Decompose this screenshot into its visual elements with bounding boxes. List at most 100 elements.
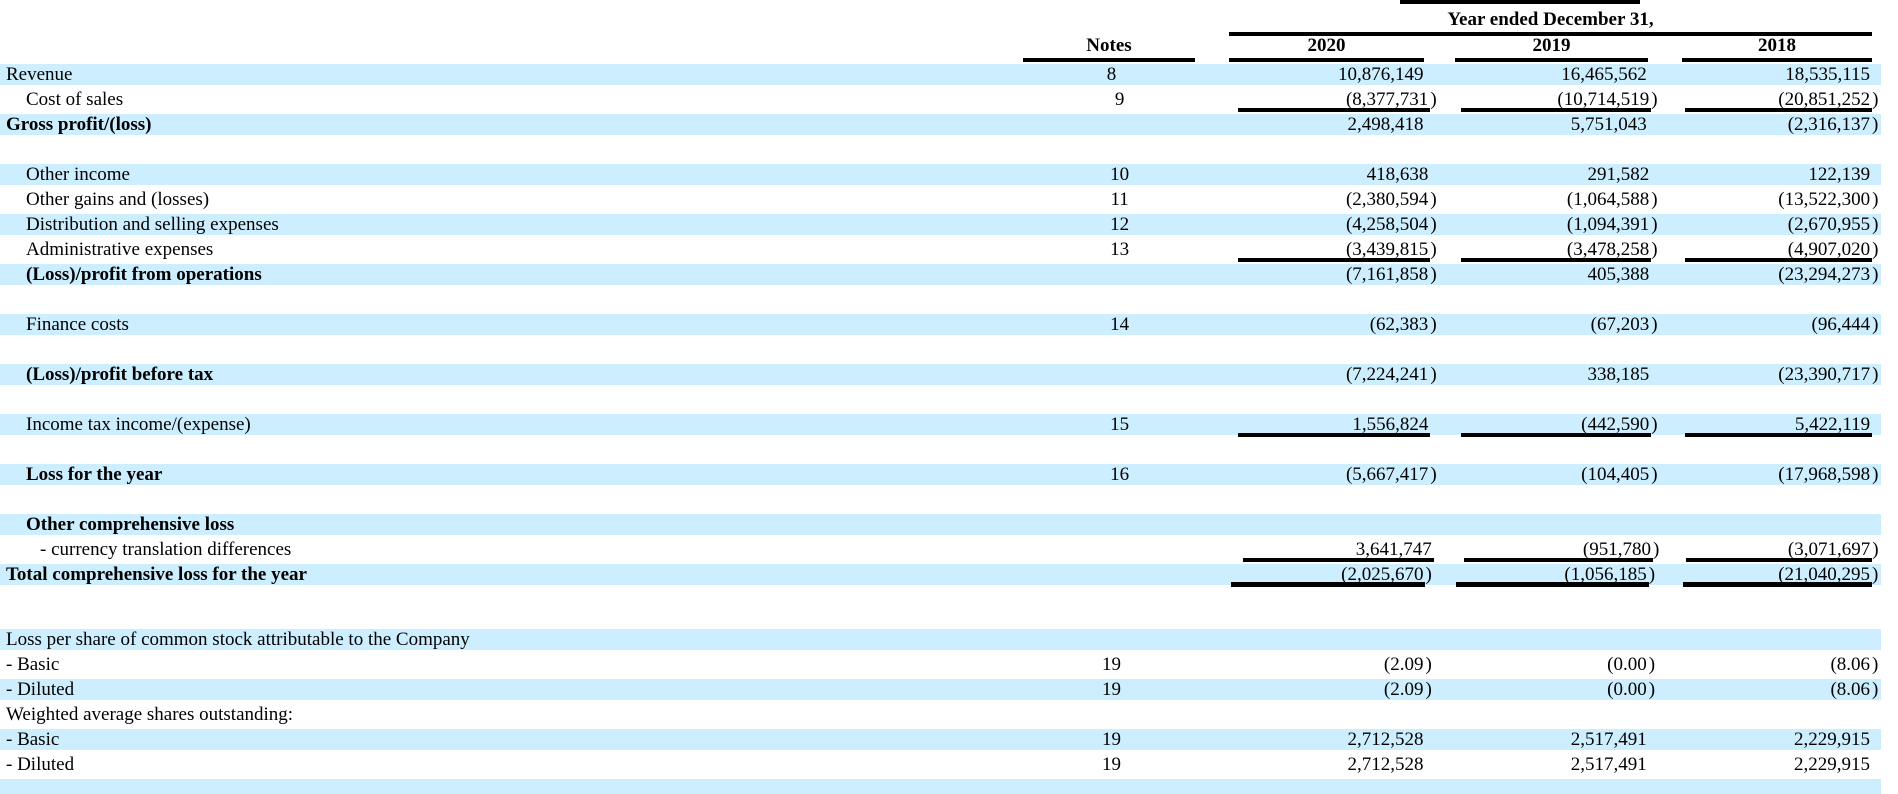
spacer-row: [0, 337, 1881, 362]
value-text: 2,517,491: [1570, 754, 1647, 775]
value-text: (8.06: [1830, 654, 1871, 675]
value-text: (8.06: [1830, 679, 1871, 700]
value-2020: [1231, 437, 1425, 462]
value-2019: 5,751,043: [1456, 112, 1648, 137]
year-column-header-2020: 2020: [1229, 35, 1424, 62]
value-2020: [1231, 387, 1425, 412]
value-text: 2,229,915: [1794, 729, 1871, 750]
sum-line: [1238, 433, 1431, 437]
sum-line: [1460, 258, 1652, 262]
table-row: Other comprehensive loss: [0, 512, 1881, 537]
value-2019: 16,465,562: [1456, 62, 1648, 87]
value-2018: (8.06): [1683, 652, 1878, 677]
value-2019: [1456, 777, 1648, 794]
table-row: Other income 10 418,638 291,582 122,139: [0, 162, 1881, 187]
closing-paren: ): [1648, 564, 1656, 585]
note-number: 19: [1101, 754, 1121, 775]
value-2018: 2,229,915: [1683, 752, 1872, 777]
sum-line: [1684, 258, 1873, 262]
row-label: Weighted average shares outstanding:: [6, 704, 294, 725]
sum-line: [1231, 582, 1426, 587]
table-row: Loss for the year 16 (5,667,417) (104,405)(…: [0, 462, 1881, 487]
value-text: (2,316,137: [1787, 114, 1871, 135]
value-2019: (10,714,519): [1460, 87, 1658, 112]
table-row: Finance costs 14 (62,383) (67,203) (96,444): [0, 312, 1881, 337]
table-row: Gross profit/(loss) 2,498,418 5,751,043 (2,…: [0, 112, 1881, 137]
sum-line: [1682, 582, 1873, 587]
closing-paren: ): [1872, 539, 1879, 560]
value-text: (4,907,020: [1787, 239, 1871, 260]
value-text: 2,517,491: [1570, 729, 1647, 750]
year-column-header-2019: 2019: [1455, 35, 1648, 62]
value-text: 16,465,562: [1561, 64, 1647, 85]
value-2018: (8.06): [1683, 677, 1878, 702]
closing-paren: ): [1651, 414, 1658, 435]
value-2018: (2,670,955): [1685, 212, 1879, 237]
value-2018: [1683, 587, 1872, 627]
row-label: Loss for the year: [26, 464, 163, 485]
value-2018: (21,040,295): [1682, 562, 1878, 587]
value-2018: [1683, 387, 1872, 412]
spacer-row: [0, 137, 1881, 162]
value-2019: (104,405): [1461, 462, 1657, 487]
value-text: 5,751,043: [1570, 114, 1647, 135]
note-number: 13: [1110, 239, 1130, 260]
value-2018: [1683, 777, 1872, 794]
row-label: Total comprehensive loss for the year: [6, 564, 307, 585]
value-2019: (67,203): [1461, 312, 1658, 337]
value-text: (96,444: [1811, 314, 1871, 335]
closing-paren: ): [1430, 89, 1437, 110]
sum-line: [1242, 558, 1434, 562]
spacer-row: [0, 587, 1881, 627]
value-2020: 2,498,418: [1231, 112, 1425, 137]
note-number: 14: [1110, 314, 1130, 335]
value-2019: [1456, 337, 1648, 362]
value-text: (3,478,258: [1566, 239, 1650, 260]
spacer-row: [0, 777, 1881, 794]
year-column-header-2018: 2018: [1682, 35, 1872, 62]
value-2019: (951,780): [1464, 537, 1659, 562]
sum-line: [1686, 558, 1873, 562]
value-2018: [1683, 627, 1872, 652]
table-row: Distribution and selling expenses 12 (4,25…: [0, 212, 1881, 237]
period-header-row: Year ended December 31,: [0, 0, 1881, 36]
table-row: - Diluted 19 (2.09) (0.00) (8.06): [0, 677, 1881, 702]
value-text: 3,641,747: [1355, 539, 1432, 560]
value-2020: (2.09): [1231, 652, 1432, 677]
value-2018: [1683, 337, 1872, 362]
value-2020: (3,439,815): [1238, 237, 1437, 262]
table-row: - Diluted 19 2,712,528 2,517,491 2,229,915: [0, 752, 1881, 777]
closing-paren: ): [1651, 464, 1658, 485]
value-2018: [1683, 702, 1872, 727]
value-2018: (23,294,273): [1685, 262, 1878, 287]
value-2019: [1456, 287, 1648, 312]
value-text: (3,439,815: [1345, 239, 1429, 260]
table-row: Other gains and (losses) 11 (2,380,594) (1,…: [0, 187, 1881, 212]
row-label: - Basic: [6, 729, 60, 750]
value-2019: (442,590): [1460, 412, 1658, 437]
table-row: (Loss)/profit from operations (7,161,858)…: [0, 262, 1881, 287]
value-text: (23,294,273: [1778, 264, 1871, 285]
value-2018: [1683, 487, 1872, 512]
note-number: 12: [1110, 214, 1130, 235]
row-label: Distribution and selling expenses: [26, 214, 279, 235]
closing-paren: ): [1872, 239, 1879, 260]
sum-line: [1456, 582, 1649, 587]
note-number: 15: [1110, 414, 1130, 435]
closing-paren: ): [1872, 314, 1879, 335]
notes-column-header: Notes: [1023, 35, 1195, 62]
value-2019: [1456, 702, 1648, 727]
closing-paren: ): [1648, 679, 1656, 700]
value-2020: 3,641,747: [1242, 537, 1434, 562]
closing-paren: ): [1872, 214, 1879, 235]
value-2019: [1456, 587, 1648, 627]
table-row: Cost of sales 9 (8,377,731) (10,714,519) (20…: [0, 87, 1881, 112]
value-2020: (7,161,858): [1238, 262, 1437, 287]
value-text: 10,876,149: [1337, 64, 1424, 85]
value-text: (8,377,731: [1345, 89, 1429, 110]
value-2019: 2,517,491: [1456, 752, 1648, 777]
value-text: (62,383: [1369, 314, 1429, 335]
sum-line: [1464, 558, 1653, 562]
value-text: (1,064,588: [1566, 189, 1650, 210]
